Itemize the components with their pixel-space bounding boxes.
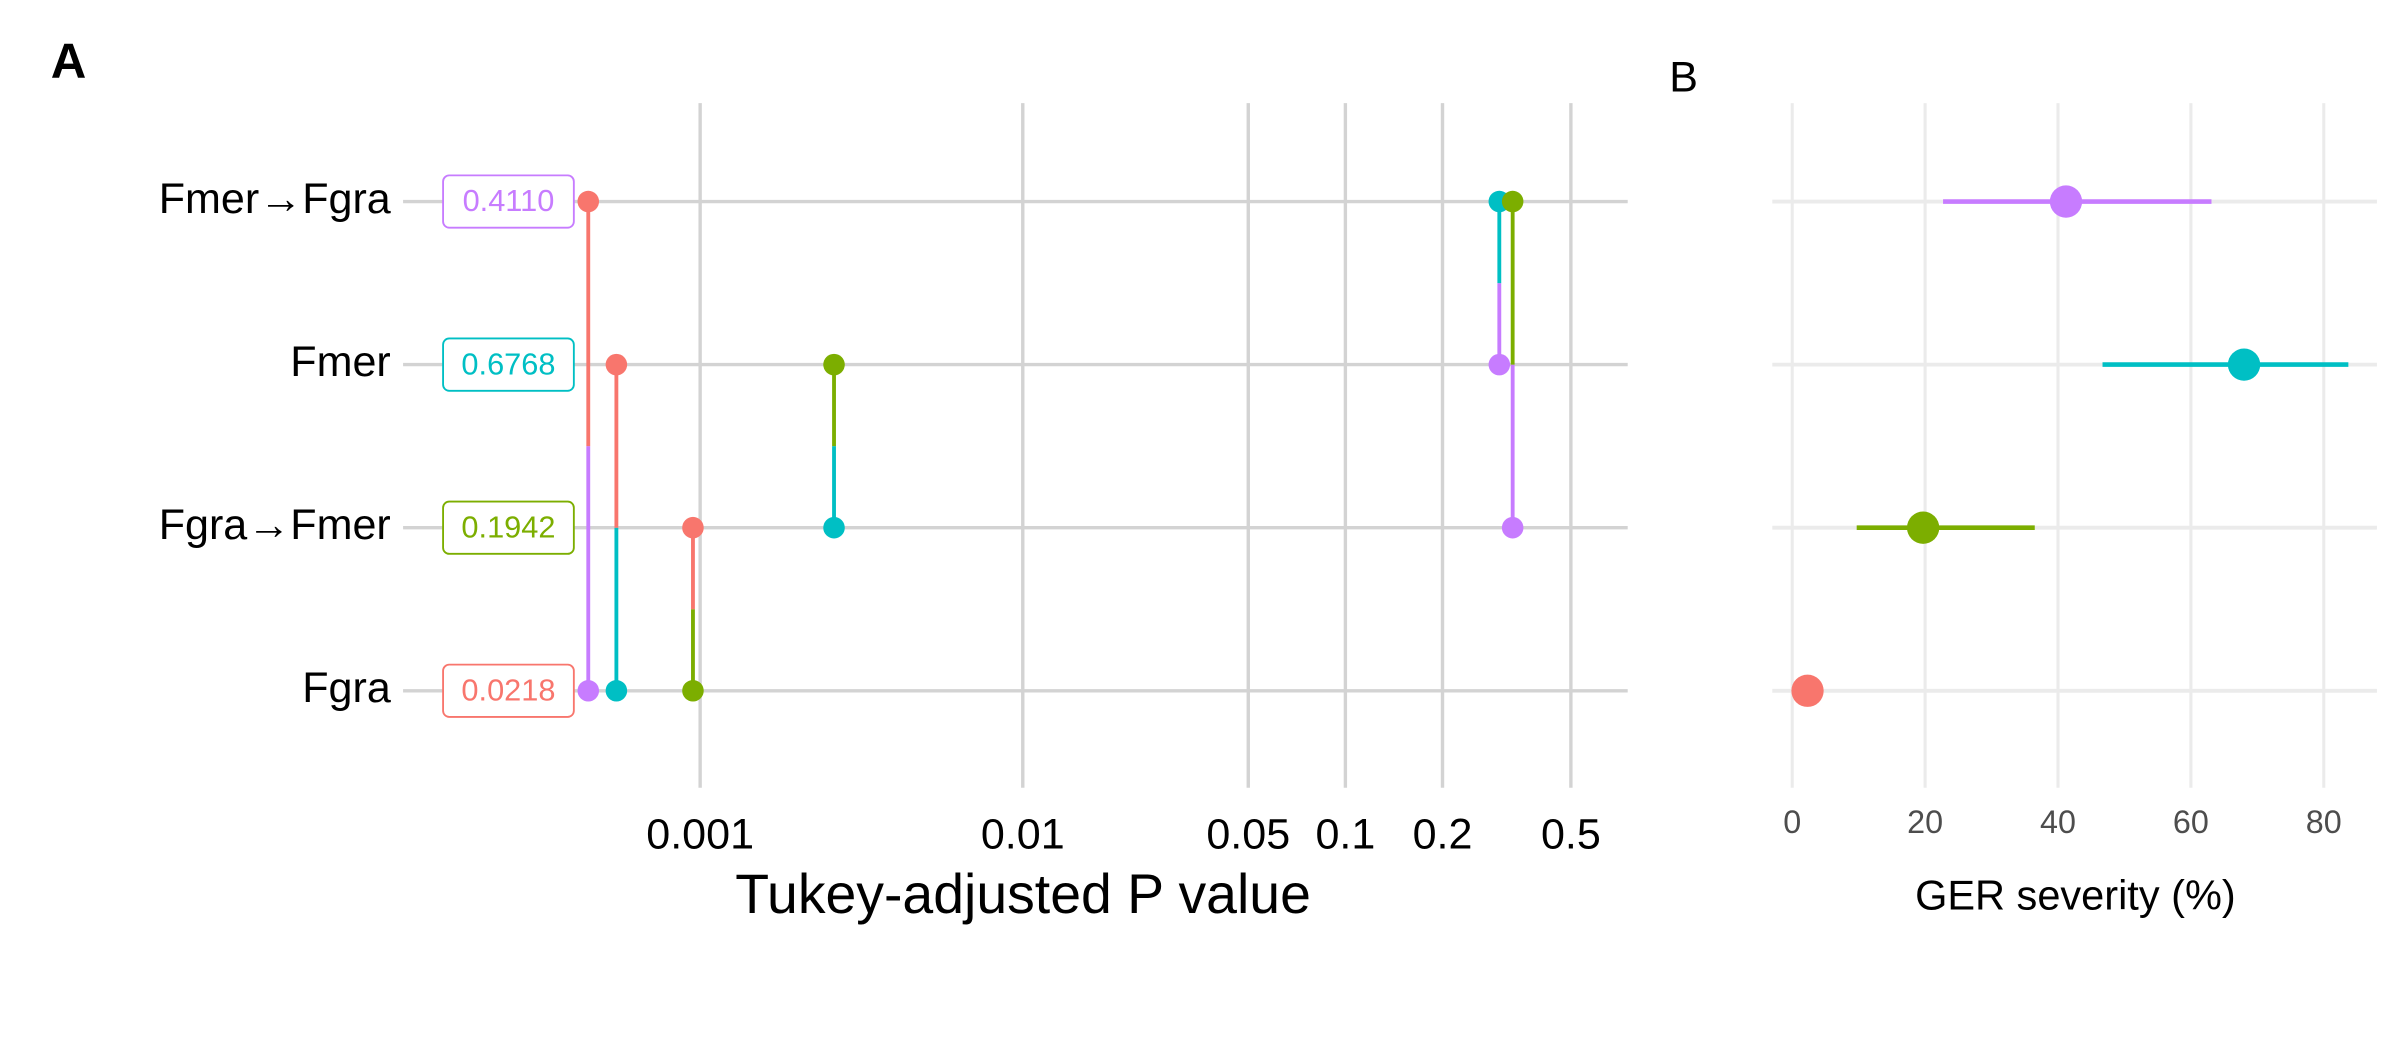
x-tick-label: 0.2 (1413, 810, 1473, 858)
pair-point (605, 353, 628, 376)
label-box (442, 337, 575, 392)
pair-point (605, 680, 628, 702)
x-tick-label: 0.05 (1206, 810, 1290, 858)
pair-point (577, 190, 600, 213)
pair-point (1501, 516, 1524, 539)
pair-point (823, 353, 845, 376)
box-label: 0.6768 (461, 346, 555, 381)
pair-point (1488, 353, 1511, 376)
panel-label: B (1669, 53, 1698, 101)
pair-point (577, 680, 600, 702)
point (1906, 511, 1940, 544)
y-tick-label: Fgra (302, 664, 391, 712)
x-tick-label: 0.01 (981, 810, 1065, 858)
y-tick-label: Fgra→Fmer (159, 501, 391, 549)
x-tick-label: 0 (1783, 804, 1801, 840)
panel-label: A (51, 34, 87, 89)
label-box (442, 663, 575, 718)
box-label: 0.0218 (461, 672, 555, 707)
x-tick-label: 40 (2040, 804, 2076, 840)
x-tick-label: 80 (2306, 804, 2342, 840)
label-box (442, 500, 575, 555)
x-tick-label: 0.1 (1315, 810, 1375, 858)
y-tick-label: Fmer (290, 338, 390, 386)
x-axis-title: Tukey-adjusted P value (735, 863, 1311, 925)
x-tick-label: 0.5 (1541, 810, 1601, 858)
box-label: 0.1942 (461, 509, 555, 544)
box-label: 0.4110 (463, 183, 555, 218)
point (2227, 348, 2261, 381)
pair-point (823, 516, 845, 539)
y-tick-label: Fmer→Fgra (159, 175, 391, 223)
pair-point (1501, 190, 1524, 213)
point (2049, 185, 2083, 218)
pair-point (682, 680, 704, 702)
x-tick-label: 60 (2173, 804, 2209, 840)
pair-point (682, 516, 704, 539)
x-axis-title: GER severity (%) (1915, 871, 2236, 918)
x-tick-label: 20 (1907, 804, 1943, 840)
x-tick-label: 0.001 (646, 810, 754, 858)
label-box (442, 174, 575, 229)
point (1791, 674, 1824, 707)
